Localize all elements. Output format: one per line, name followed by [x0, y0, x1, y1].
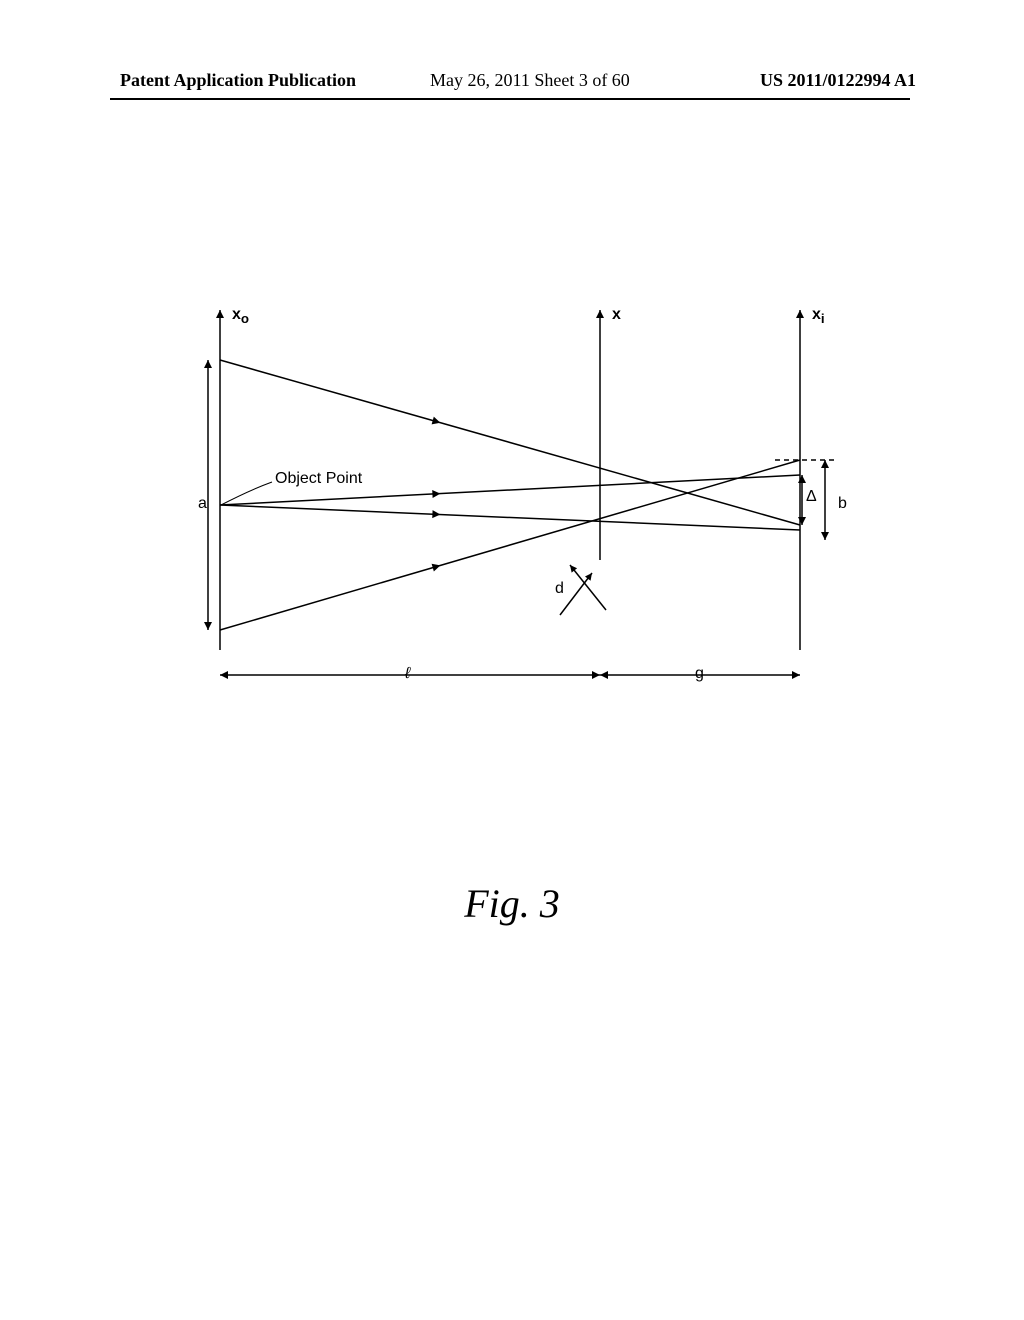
b-label: b — [838, 495, 847, 513]
axis-xo-sub: o — [241, 311, 249, 326]
diagram-svg — [160, 300, 860, 720]
axis-xo-label: xo — [232, 306, 249, 326]
g-dim-label: g — [695, 665, 704, 683]
axis-xo-base: x — [232, 306, 241, 323]
header-date-sheet: May 26, 2011 Sheet 3 of 60 — [430, 70, 630, 91]
delta-label: Δ — [806, 488, 817, 506]
axis-xi-sub: i — [821, 311, 825, 326]
axis-xi-label: xi — [812, 306, 825, 326]
d-label: d — [555, 580, 564, 598]
axis-x-label: x — [612, 306, 621, 324]
figure-3: xo x xi Object Point a b Δ d ℓ g — [160, 300, 860, 720]
figure-caption: Fig. 3 — [0, 880, 1024, 927]
header-publication: Patent Application Publication — [120, 70, 356, 91]
axis-x-base: x — [612, 306, 621, 323]
header-pubnum: US 2011/0122994 A1 — [760, 70, 916, 91]
a-label: a — [198, 495, 207, 513]
page: Patent Application Publication May 26, 2… — [0, 0, 1024, 1320]
l-dim-label: ℓ — [405, 665, 410, 683]
axis-xi-base: x — [812, 306, 821, 323]
header-rule — [110, 98, 910, 100]
object-point-label: Object Point — [275, 470, 362, 488]
